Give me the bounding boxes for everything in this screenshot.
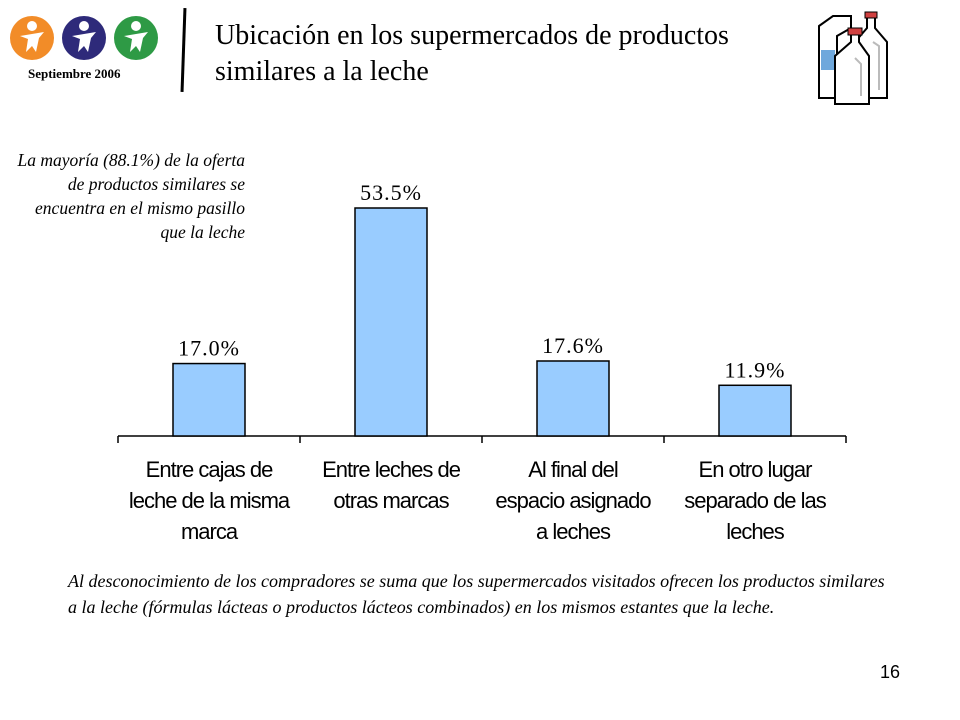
data-label: 17.6%: [542, 333, 604, 358]
category-label-line: En otro lugar: [698, 457, 813, 482]
organization-logo: [10, 16, 158, 60]
category-label-line: leche de la misma: [128, 488, 290, 513]
title-divider: [180, 7, 187, 93]
bottom-annotation: Al desconocimiento de los compradores se…: [68, 571, 885, 617]
category-label: Entre cajas de leche de la misma marca: [119, 454, 299, 547]
page-number: 16: [879, 662, 900, 682]
category-label-line: Entre cajas de: [145, 457, 274, 482]
category-label-line: a leches: [536, 519, 611, 544]
bar-chart: 17.0% 53.5% 17.6% 11.9%: [117, 180, 847, 443]
side-annotation: La mayoría (88.1%) de la oferta de produ…: [17, 150, 245, 242]
bar: [172, 362, 246, 437]
title-line-2: similares a la leche: [215, 56, 429, 87]
data-label: 17.0%: [178, 336, 240, 361]
bar: [718, 384, 792, 437]
milk-bottles-icon: [818, 11, 888, 105]
category-label: Entre leches de otras marcas: [301, 454, 481, 516]
category-label-line: Al final del: [528, 457, 619, 482]
category-label-line: marca: [180, 519, 238, 544]
category-label-line: separado de las: [684, 488, 827, 513]
data-label: 53.5%: [360, 180, 422, 205]
bar: [536, 360, 610, 437]
category-label-line: Entre leches de: [322, 457, 461, 482]
category-label-line: espacio asignado: [495, 488, 651, 513]
category-label-line: leches: [726, 519, 785, 544]
date-label: Septiembre 2006: [28, 66, 121, 81]
category-label: En otro lugar separado de las leches: [665, 454, 845, 547]
category-label: Al final del espacio asignado a leches: [483, 454, 663, 547]
page-title: Ubicación en los supermercados de produc…: [215, 18, 815, 90]
title-line-1: Ubicación en los supermercados de produc…: [215, 20, 729, 51]
bar: [354, 207, 428, 437]
data-label: 11.9%: [724, 357, 785, 382]
category-label-line: otras marcas: [333, 488, 449, 513]
